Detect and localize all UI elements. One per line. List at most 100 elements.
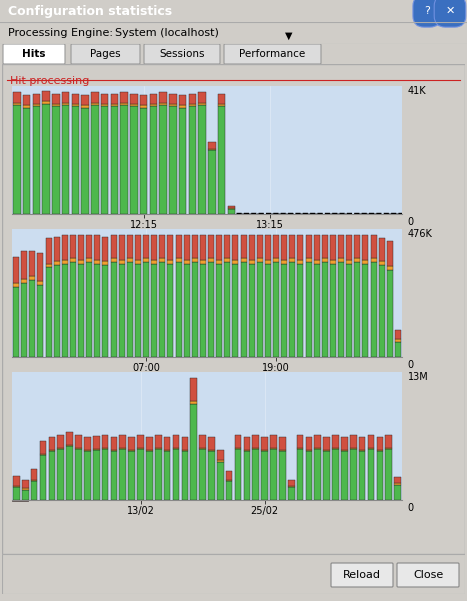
Text: 0: 0 bbox=[408, 503, 414, 513]
Bar bbox=[257, 258, 263, 262]
Bar bbox=[199, 449, 206, 500]
Bar bbox=[354, 262, 361, 357]
Bar bbox=[66, 445, 73, 446]
Bar bbox=[288, 480, 295, 486]
Bar bbox=[130, 94, 137, 104]
Bar bbox=[359, 438, 366, 450]
Bar bbox=[62, 264, 68, 357]
Bar bbox=[13, 486, 20, 487]
Bar bbox=[376, 450, 383, 451]
Bar bbox=[167, 264, 173, 357]
Bar bbox=[216, 264, 222, 357]
Bar bbox=[253, 435, 259, 448]
Bar bbox=[23, 105, 30, 108]
Bar bbox=[72, 106, 79, 214]
Bar bbox=[120, 103, 128, 105]
Bar bbox=[173, 449, 179, 500]
Bar bbox=[265, 260, 271, 264]
Bar bbox=[189, 106, 196, 214]
Text: 13M: 13M bbox=[408, 372, 428, 382]
Bar bbox=[94, 260, 100, 264]
Bar bbox=[323, 438, 330, 450]
Bar bbox=[385, 449, 392, 500]
Bar bbox=[111, 94, 118, 104]
Bar bbox=[248, 264, 255, 357]
Bar bbox=[244, 451, 250, 500]
Bar bbox=[23, 108, 30, 214]
Bar bbox=[31, 480, 37, 481]
Bar bbox=[182, 438, 188, 450]
Bar bbox=[128, 438, 135, 450]
Bar bbox=[140, 108, 147, 214]
Bar bbox=[208, 142, 216, 148]
Bar bbox=[33, 106, 40, 214]
Bar bbox=[350, 448, 357, 449]
Bar bbox=[164, 438, 170, 450]
Bar bbox=[270, 449, 277, 500]
Bar bbox=[224, 262, 230, 357]
Bar bbox=[216, 236, 222, 260]
Bar bbox=[228, 208, 235, 209]
Bar bbox=[146, 450, 153, 451]
Bar bbox=[208, 438, 215, 450]
Bar bbox=[288, 486, 295, 487]
Bar bbox=[322, 262, 328, 357]
Bar bbox=[84, 450, 91, 451]
Bar bbox=[216, 260, 222, 264]
Bar bbox=[279, 450, 286, 451]
Bar bbox=[137, 435, 144, 448]
Bar bbox=[91, 103, 99, 105]
Bar bbox=[119, 236, 125, 260]
Bar bbox=[137, 449, 144, 500]
Bar bbox=[45, 264, 52, 267]
Bar bbox=[81, 105, 89, 108]
Bar bbox=[66, 446, 73, 500]
Bar bbox=[385, 435, 392, 448]
Bar bbox=[257, 236, 263, 258]
Bar bbox=[265, 264, 271, 357]
Bar bbox=[376, 451, 383, 500]
Bar bbox=[199, 435, 206, 448]
Bar bbox=[241, 262, 247, 357]
Bar bbox=[379, 265, 385, 357]
Bar bbox=[102, 449, 108, 500]
Bar bbox=[262, 450, 268, 451]
Bar bbox=[54, 265, 60, 357]
Bar bbox=[93, 449, 99, 450]
Bar bbox=[151, 264, 157, 357]
Bar bbox=[37, 253, 43, 281]
Bar bbox=[265, 236, 271, 260]
Bar bbox=[198, 93, 206, 103]
Bar bbox=[297, 449, 304, 500]
Bar bbox=[370, 258, 376, 262]
Bar bbox=[78, 260, 84, 264]
Bar bbox=[42, 104, 50, 214]
Bar bbox=[111, 450, 117, 451]
Bar bbox=[198, 105, 206, 214]
Bar bbox=[314, 236, 320, 260]
Bar bbox=[270, 435, 277, 448]
Bar bbox=[169, 94, 177, 104]
Bar bbox=[233, 236, 239, 260]
Bar bbox=[323, 450, 330, 451]
Bar bbox=[159, 103, 167, 105]
Bar bbox=[314, 448, 321, 449]
Bar bbox=[13, 282, 19, 287]
Bar bbox=[394, 483, 401, 484]
Bar bbox=[84, 438, 91, 450]
Bar bbox=[150, 106, 157, 214]
Bar bbox=[200, 264, 206, 357]
Text: Hits spurious: Hits spurious bbox=[34, 488, 102, 498]
Bar bbox=[218, 94, 225, 104]
Bar bbox=[297, 236, 304, 260]
Bar bbox=[167, 260, 173, 264]
Bar bbox=[224, 236, 230, 258]
Bar bbox=[332, 448, 339, 449]
Bar bbox=[75, 449, 82, 500]
Bar bbox=[217, 450, 224, 460]
Bar bbox=[297, 435, 304, 448]
Bar bbox=[151, 260, 157, 264]
Bar bbox=[72, 104, 79, 106]
Bar bbox=[192, 236, 198, 258]
Bar bbox=[21, 279, 27, 282]
